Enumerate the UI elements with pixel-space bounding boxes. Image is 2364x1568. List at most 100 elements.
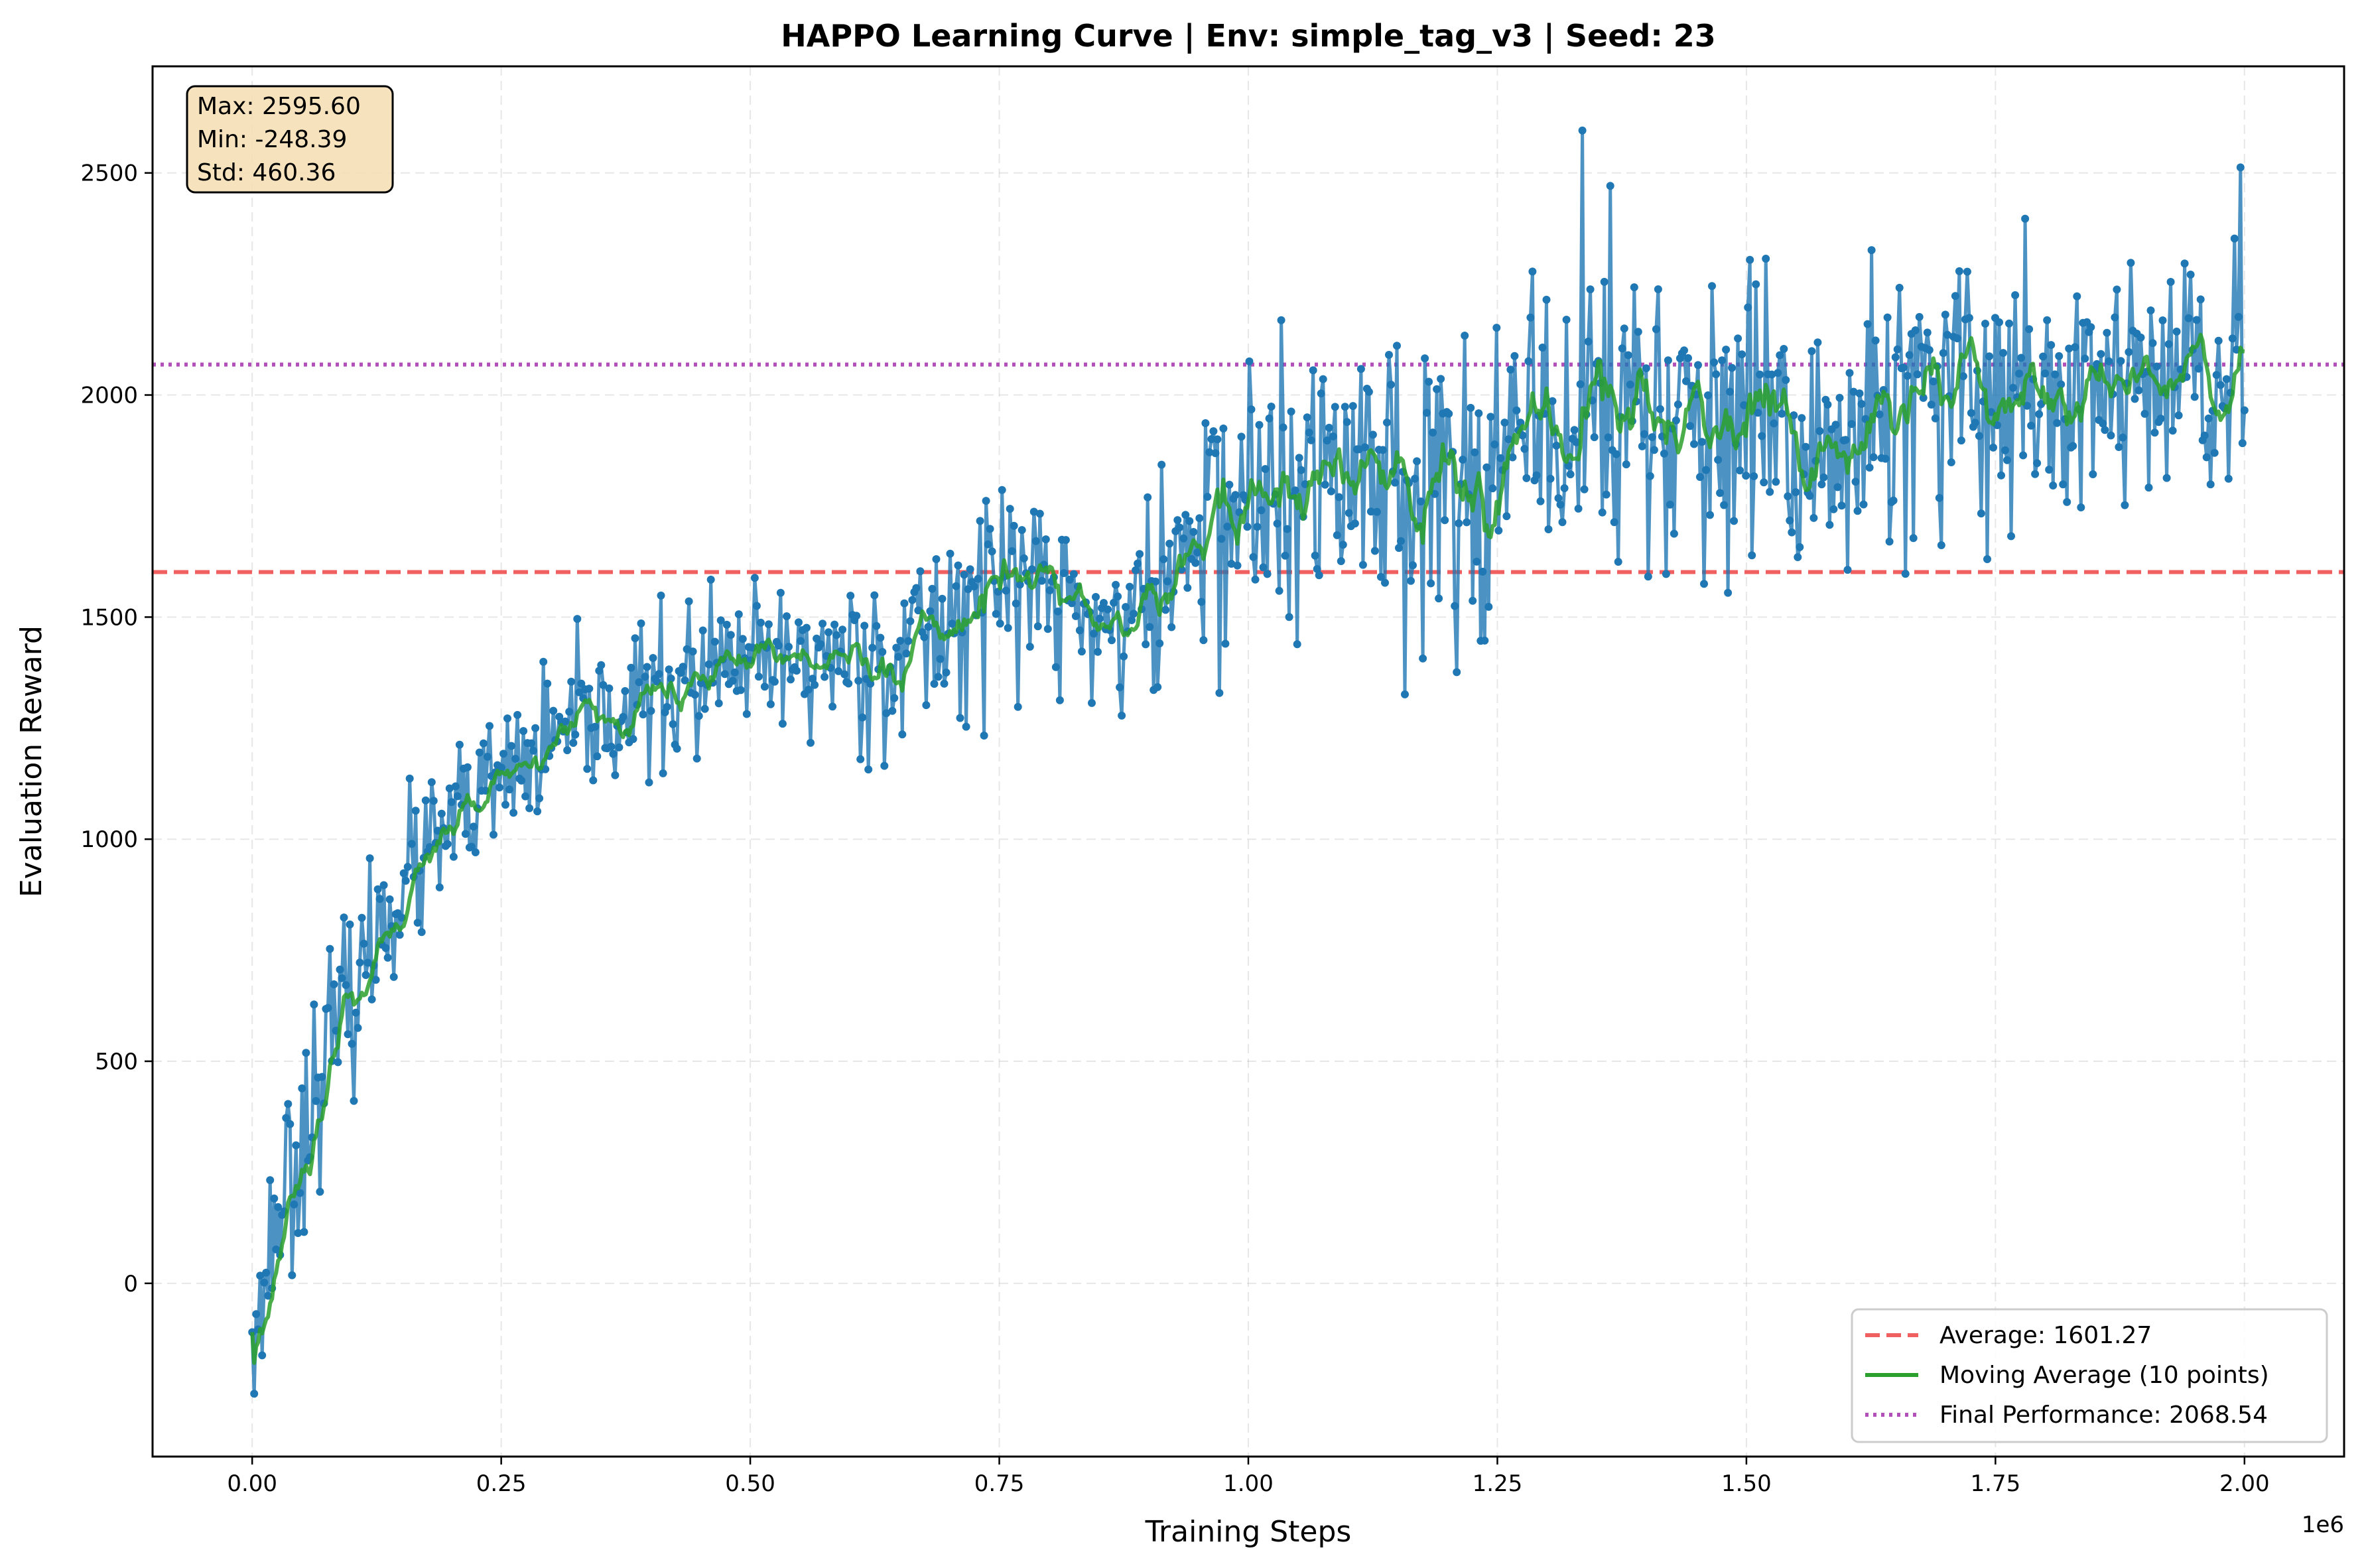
reward-point (1959, 372, 1967, 381)
reward-point (1825, 521, 1834, 529)
reward-point (657, 591, 665, 600)
reward-point (1437, 375, 1445, 383)
reward-point (988, 547, 996, 556)
reward-point (1043, 625, 1052, 633)
reward-point (486, 722, 493, 730)
reward-point (1297, 466, 1305, 474)
reward-point (363, 958, 372, 967)
reward-point (2222, 375, 2231, 383)
reward-point (962, 722, 970, 731)
reward-point (1644, 572, 1652, 581)
reward-point (2164, 340, 2173, 348)
reward-point (1069, 570, 1078, 578)
reward-point (1955, 267, 1963, 275)
legend-moving-average-label: Moving Average (10 points) (1939, 1362, 2269, 1389)
reward-point (2103, 328, 2111, 337)
reward-point (2077, 503, 2085, 511)
reward-point (1473, 557, 1481, 566)
reward-point (1748, 551, 1756, 560)
moving-average-line (250, 332, 2245, 1365)
reward-point (615, 743, 624, 751)
reward-point (2011, 291, 2020, 299)
reward-point (2148, 339, 2157, 348)
reward-point (1939, 349, 1947, 358)
reward-point (1478, 567, 1487, 576)
reward-point (828, 702, 837, 711)
reward-point (1680, 346, 1688, 355)
reward-point (2168, 426, 2177, 435)
reward-point (461, 830, 470, 838)
reward-point (821, 673, 829, 681)
reward-point (1385, 351, 1393, 359)
reward-point (1395, 544, 1403, 553)
reward-point (469, 822, 478, 831)
reward-point (1925, 346, 1934, 354)
reward-point (1718, 356, 1727, 365)
reward-point (252, 1310, 261, 1319)
reward-point (597, 661, 606, 669)
reward-point (1209, 427, 1218, 436)
reward-point (1197, 598, 1206, 606)
reward-point (1311, 551, 1319, 560)
reward-point (589, 776, 598, 785)
reward-point (1602, 490, 1610, 499)
reward-point (1724, 588, 1733, 597)
reward-point (649, 654, 657, 662)
reward-point (1512, 406, 1521, 415)
reward-point (1843, 566, 1852, 574)
reward-point (1427, 579, 1435, 588)
reward-point (1929, 377, 1937, 386)
reward-line (250, 129, 2247, 1396)
reward-point (817, 640, 825, 649)
reward-point (2043, 316, 2052, 324)
y-tick-label: 500 (95, 1049, 138, 1075)
reward-point (795, 618, 803, 627)
reward-point (1965, 314, 1973, 322)
reward-point (2136, 333, 2145, 342)
reward-point (484, 752, 492, 761)
reward-point (924, 623, 933, 631)
reward-point (2063, 497, 2071, 506)
reward-point (787, 675, 795, 684)
reward-point (926, 607, 935, 616)
reward-point (1650, 446, 1658, 454)
reward-point (1417, 497, 1425, 505)
reward-point (976, 517, 984, 525)
y-axis-label: Evaluation Reward (15, 625, 48, 897)
reward-point (1578, 126, 1587, 135)
reward-point (1544, 525, 1553, 533)
reward-point (1995, 318, 2003, 326)
reward-point (1165, 539, 1174, 548)
reward-point (1875, 410, 1884, 419)
reward-point (1562, 316, 1571, 324)
reward-point (2105, 357, 2113, 365)
reward-point (930, 680, 939, 688)
reward-point (1303, 413, 1311, 422)
reward-point (946, 549, 954, 558)
reward-point (619, 712, 627, 721)
reward-point (1528, 267, 1537, 276)
reward-point (832, 631, 841, 639)
reward-point (1786, 516, 1794, 525)
reward-point (1319, 375, 1327, 383)
reward-point (352, 1008, 360, 1017)
reward-point (1572, 438, 1581, 446)
reward-point (1059, 569, 1068, 577)
reward-point (1484, 602, 1493, 611)
reward-point (936, 655, 945, 663)
reward-point (864, 765, 873, 774)
reward-point (940, 679, 949, 688)
reward-point (996, 620, 1004, 628)
reward-point (685, 597, 693, 606)
reward-point (1923, 328, 1932, 337)
reward-point (1598, 508, 1607, 517)
reward-point (1309, 366, 1317, 375)
reward-point (898, 730, 907, 739)
reward-point (381, 944, 390, 952)
reward-point (706, 575, 715, 584)
reward-point (1696, 473, 1704, 482)
reward-point (966, 565, 974, 574)
reward-point (1132, 566, 1140, 574)
reward-point (2033, 459, 2042, 468)
reward-point (1903, 371, 1912, 380)
